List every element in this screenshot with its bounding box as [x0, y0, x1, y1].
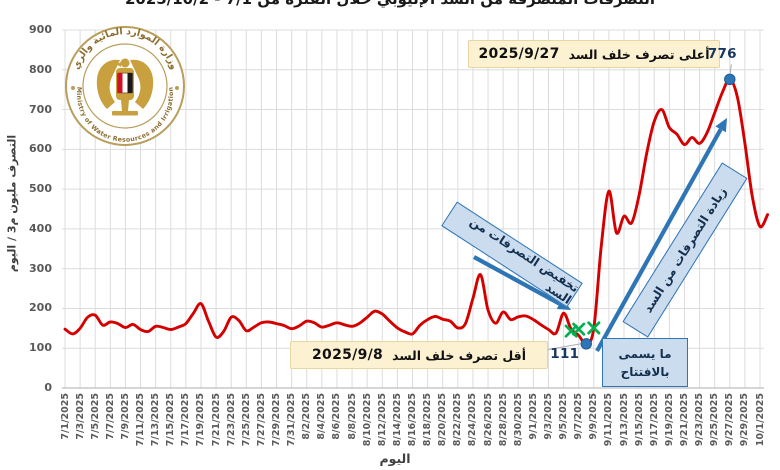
ministry-logo: وزارة الموارد المائية والري Ministry of …: [65, 26, 185, 146]
max-value-label: 776: [707, 46, 737, 63]
x-tick-label: 7/7/2025: [104, 393, 116, 440]
x-tick-label: 7/19/2025: [195, 393, 207, 447]
x-tick-label: 8/4/2025: [316, 393, 328, 440]
x-tick-label: 9/1/2025: [527, 393, 539, 440]
increase-arrow: [595, 118, 727, 353]
opening-annotation-line2: بالافتتاح: [620, 364, 670, 379]
x-tick-label: 9/21/2025: [678, 393, 690, 447]
y-tick-label: 100: [29, 341, 52, 355]
x-tick-label: 9/27/2025: [724, 393, 736, 447]
x-tick-label: 8/18/2025: [422, 393, 434, 447]
x-tick-label: 8/6/2025: [331, 393, 343, 440]
x-tick-label: 7/21/2025: [210, 393, 222, 447]
x-tick-label: 9/9/2025: [588, 393, 600, 440]
x-tick-label: 8/30/2025: [512, 393, 524, 447]
y-tick-label: 500: [29, 182, 52, 196]
x-tick-label: 9/11/2025: [603, 393, 615, 447]
x-tick-label: 9/17/2025: [648, 393, 660, 447]
eagle-emblem: [96, 58, 154, 116]
opening-annotation: ما يسمى بالافتتاح: [602, 338, 688, 387]
x-axis-title: اليوم: [379, 451, 411, 466]
x-tick-label: 7/3/2025: [74, 393, 86, 440]
x-tick-label: 8/24/2025: [467, 393, 479, 447]
x-tick-label: 9/7/2025: [573, 393, 585, 440]
logo-left-dot: [71, 86, 75, 90]
x-tick-label: 7/9/2025: [119, 393, 131, 440]
max-discharge-callout: أعلى تصرف خلف السد 2025/9/27: [468, 40, 720, 68]
x-tick-label: 7/27/2025: [255, 393, 267, 447]
x-tick-label: 7/1/2025: [59, 393, 71, 440]
x-tick-label: 8/26/2025: [482, 393, 494, 447]
y-tick-label: 200: [29, 301, 52, 315]
x-tick-label: 7/25/2025: [240, 393, 252, 447]
x-tick-label: 7/29/2025: [271, 393, 283, 447]
y-tick-label: 800: [29, 62, 52, 76]
x-tick-label: 8/2/2025: [301, 393, 313, 440]
x-tick-label: 8/20/2025: [437, 393, 449, 447]
x-tick-label: 7/17/2025: [180, 393, 192, 447]
y-tick-label: 400: [29, 221, 52, 235]
x-tick-label: 9/23/2025: [694, 393, 706, 447]
y-tick-label: 600: [29, 142, 52, 156]
x-tick-label: 8/12/2025: [376, 393, 388, 447]
y-axis-title: التصرف مليون م3 / اليوم: [5, 134, 19, 273]
x-tick-label: 8/28/2025: [497, 393, 509, 447]
discharge-series-line: [63, 77, 770, 346]
x-tick-label: 7/31/2025: [286, 393, 298, 447]
opening-annotation-line1: ما يسمى: [618, 346, 672, 361]
x-tick-label: 7/11/2025: [135, 393, 147, 447]
y-tick-label: 0: [44, 381, 52, 394]
x-tick-label: 9/5/2025: [558, 393, 570, 440]
logo-right-dot: [175, 86, 179, 90]
x-tick-label: 10/1/2025: [754, 393, 766, 447]
min-callout-date: 2025/9/8: [312, 347, 384, 363]
marker-dot-776: [724, 73, 736, 86]
x-tick-label: 9/29/2025: [739, 393, 751, 447]
x-tick-label: 8/22/2025: [452, 393, 464, 447]
x-tick-label: 9/25/2025: [709, 393, 721, 447]
min-discharge-callout: أقل تصرف خلف السد 2025/9/8: [290, 341, 548, 369]
x-tick-label: 7/13/2025: [150, 393, 162, 447]
y-tick-label: 300: [29, 261, 52, 275]
x-tick-label: 7/5/2025: [89, 393, 101, 440]
x-tick-label: 8/10/2025: [361, 393, 373, 447]
max-callout-date: 2025/9/27: [478, 46, 560, 62]
x-tick-label: 8/16/2025: [407, 393, 418, 447]
marker-dot-111: [580, 338, 592, 350]
x-tick-label: 9/15/2025: [633, 393, 645, 447]
x-tick-label: 8/14/2025: [391, 393, 403, 447]
y-tick-label: 900: [29, 23, 52, 36]
x-tick-label: 9/13/2025: [618, 393, 630, 447]
chart-title: التصرفات المنصرفة من السد الإثيوبي خلال …: [0, 0, 780, 8]
y-tick-label: 700: [29, 102, 52, 116]
min-callout-text: أقل تصرف خلف السد: [392, 347, 526, 363]
x-tick-label: 9/19/2025: [663, 393, 675, 447]
x-tick-label: 9/3/2025: [542, 393, 554, 440]
x-tick-label: 7/15/2025: [165, 393, 177, 447]
x-tick-label: 7/23/2025: [225, 393, 237, 447]
x-tick-label: 8/8/2025: [346, 393, 358, 440]
min-value-label: 111: [550, 346, 580, 362]
max-callout-text: أعلى تصرف خلف السد: [568, 46, 710, 62]
